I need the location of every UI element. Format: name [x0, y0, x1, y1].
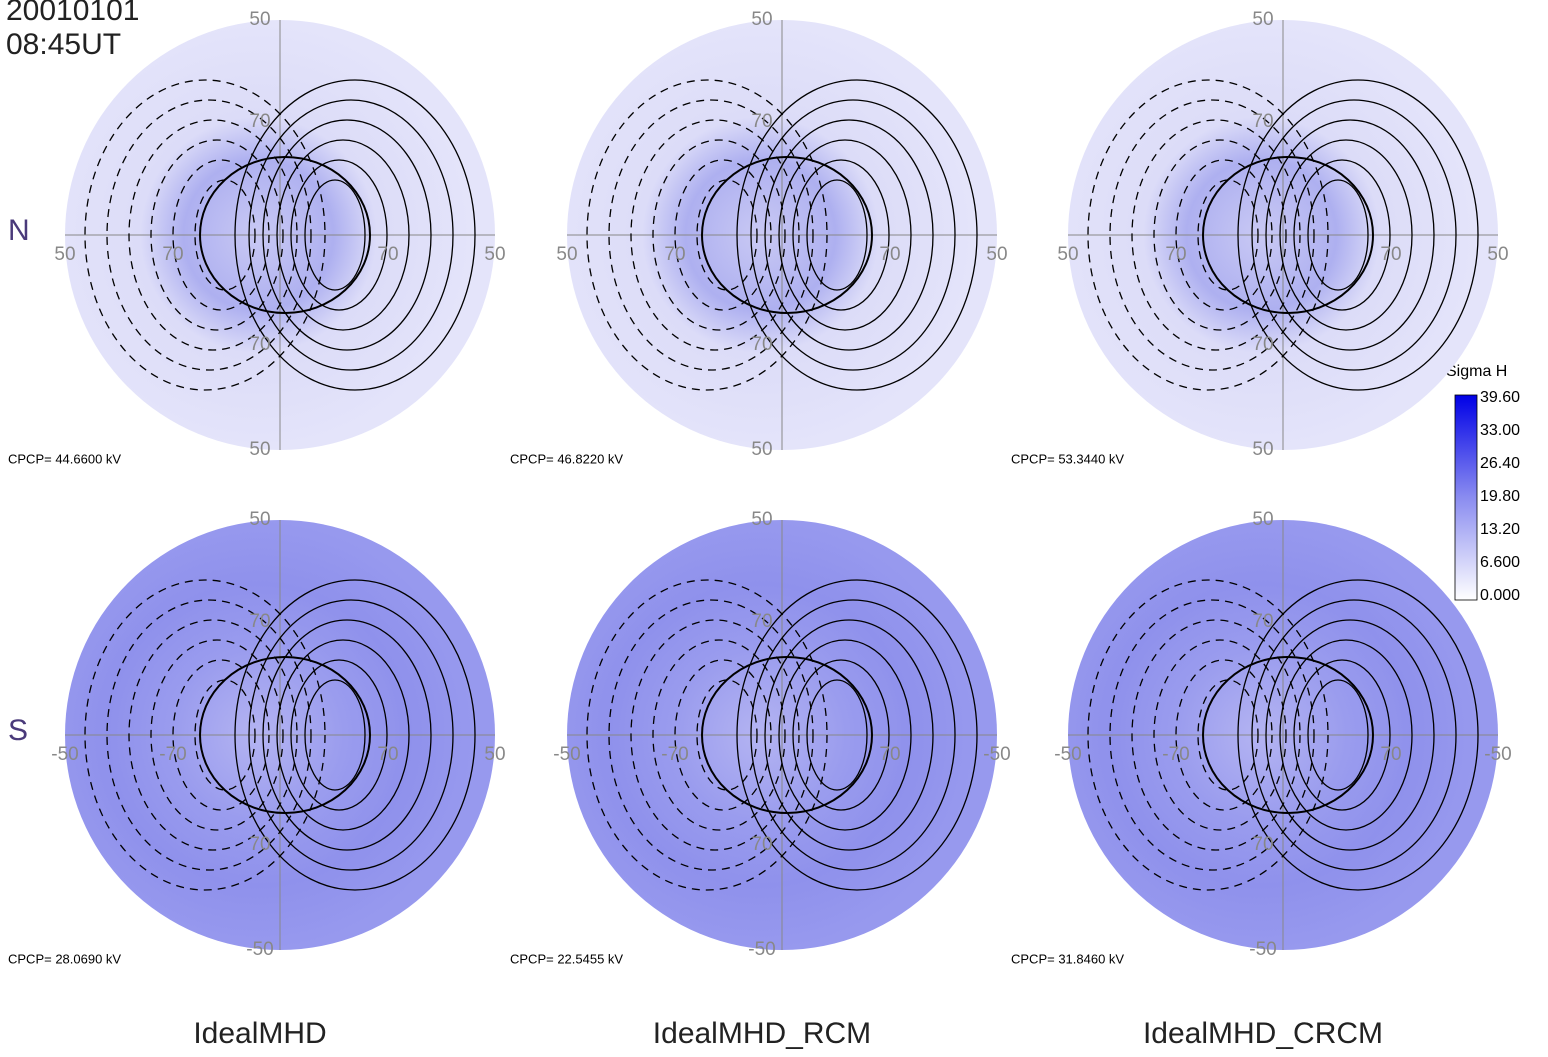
row-label: S	[8, 714, 28, 747]
axis-label: 50	[484, 244, 505, 265]
column-label: IdealMHD_CRCM	[1143, 1017, 1383, 1050]
cpcp-label: CPCP= 46.8220 kV	[510, 451, 623, 466]
axis-label: 50	[1487, 244, 1508, 265]
axis-label: 50	[249, 439, 270, 460]
colorbar-tick-label: 33.00	[1480, 422, 1520, 439]
time: 08:45UT	[6, 28, 121, 61]
axis-label: -50	[748, 939, 775, 960]
axis-label: -50	[1484, 744, 1511, 765]
axis-label: 70	[1165, 244, 1186, 265]
colorbar-tick-label: 6.600	[1480, 554, 1520, 571]
axis-label: 70	[751, 834, 772, 855]
date: 20010101	[6, 0, 139, 27]
column-label: IdealMHD	[193, 1017, 326, 1050]
axis-label: 70	[162, 244, 183, 265]
axis-label: -50	[51, 744, 78, 765]
axis-label: 70	[249, 334, 270, 355]
axis-label: -70	[1162, 744, 1189, 765]
axis-label: 50	[751, 439, 772, 460]
axis-label: 70	[377, 244, 398, 265]
axis-label: 50	[249, 9, 270, 30]
cpcp-label: CPCP= 44.6600 kV	[8, 451, 121, 466]
row-label: N	[8, 214, 30, 247]
axis-label: 50	[1252, 9, 1273, 30]
axis-label: -50	[553, 744, 580, 765]
axis-label: 70	[1252, 611, 1273, 632]
colorbar-title: Sigma H	[1446, 363, 1507, 380]
cpcp-label: CPCP= 53.3440 kV	[1011, 451, 1124, 466]
axis-label: 50	[751, 509, 772, 530]
axis-label: 70	[879, 744, 900, 765]
axis-label: 50	[751, 9, 772, 30]
colorbar	[1455, 395, 1477, 600]
axis-label: -70	[159, 744, 186, 765]
axis-label: 50	[1252, 439, 1273, 460]
axis-label: 50	[986, 244, 1007, 265]
colorbar-tick-label: 39.60	[1480, 389, 1520, 406]
axis-label: -50	[1249, 939, 1276, 960]
axis-label: 70	[1252, 334, 1273, 355]
axis-label: 50	[249, 509, 270, 530]
axis-label: -50	[983, 744, 1010, 765]
axis-label: 50	[484, 744, 505, 765]
cpcp-label: CPCP= 28.0690 kV	[8, 951, 121, 966]
axis-label: -50	[1054, 744, 1081, 765]
axis-label: -50	[246, 939, 273, 960]
axis-label: 50	[1252, 509, 1273, 530]
axis-label: 70	[879, 244, 900, 265]
colorbar-tick-label: 19.80	[1480, 488, 1520, 505]
axis-label: 70	[751, 111, 772, 132]
colorbar-tick-label: 0.000	[1480, 587, 1520, 604]
axis-label: 50	[54, 244, 75, 265]
axis-label: 70	[249, 834, 270, 855]
axis-label: 70	[751, 611, 772, 632]
axis-label: 50	[556, 244, 577, 265]
axis-label: 70	[377, 744, 398, 765]
axis-label: -70	[661, 744, 688, 765]
axis-label: 70	[664, 244, 685, 265]
axis-label: 70	[249, 611, 270, 632]
column-label: IdealMHD_RCM	[653, 1017, 871, 1050]
cpcp-label: CPCP= 22.5455 kV	[510, 951, 623, 966]
figure: 20010101 08:45UT Sigma H 50 70 70 50 50 70 70 5…	[0, 0, 1548, 1057]
axis-label: 70	[1380, 244, 1401, 265]
colorbar-tick-label: 13.20	[1480, 521, 1520, 538]
axis-label: 50	[1057, 244, 1078, 265]
axis-label: 70	[751, 334, 772, 355]
axis-label: 70	[1252, 834, 1273, 855]
cpcp-label: CPCP= 31.8460 kV	[1011, 951, 1124, 966]
axis-label: 70	[1252, 111, 1273, 132]
axis-label: 70	[249, 111, 270, 132]
axis-label: 70	[1380, 744, 1401, 765]
colorbar-tick-label: 26.40	[1480, 455, 1520, 472]
